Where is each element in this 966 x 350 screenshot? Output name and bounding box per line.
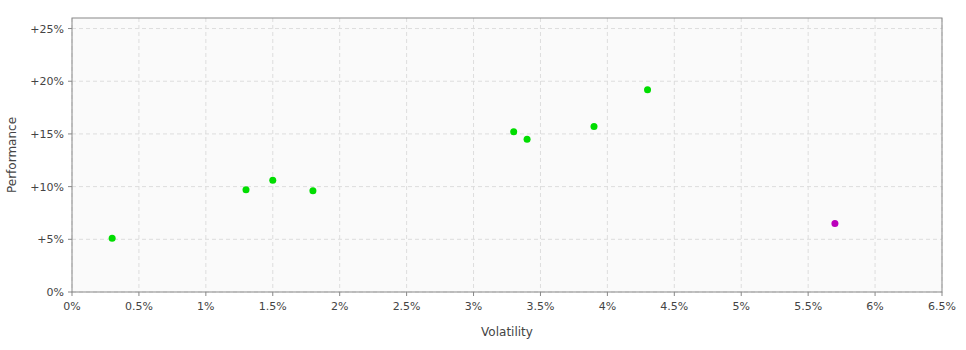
y-tick-label: +15% (30, 128, 64, 141)
grid (72, 18, 942, 292)
x-tick (875, 292, 876, 296)
point (269, 177, 276, 184)
y-axis-label: Performance (5, 117, 19, 193)
x-tick (205, 292, 206, 296)
y-grid-line (72, 133, 942, 134)
plot-area (72, 18, 942, 292)
point (309, 187, 316, 194)
y-tick-label: +25% (30, 23, 64, 36)
x-tick (406, 292, 407, 296)
y-tick-label: +20% (30, 75, 64, 88)
x-tick-label: 2.5% (393, 300, 421, 313)
x-grid-line (406, 18, 407, 292)
x-tick (741, 292, 742, 296)
y-tick (68, 133, 72, 134)
y-tick (68, 28, 72, 29)
y-tick (68, 239, 72, 240)
x-grid-line (138, 18, 139, 292)
x-tick (473, 292, 474, 296)
x-tick (674, 292, 675, 296)
x-grid-line (272, 18, 273, 292)
point (831, 220, 838, 227)
x-tick-label: 0% (63, 300, 80, 313)
point (109, 235, 116, 242)
x-tick (72, 292, 73, 296)
x-grid-line (473, 18, 474, 292)
x-grid-line (540, 18, 541, 292)
x-tick (272, 292, 273, 296)
x-tick-label: 1.5% (259, 300, 287, 313)
y-grid-line (72, 81, 942, 82)
x-tick-label: 5% (733, 300, 750, 313)
x-grid-line (741, 18, 742, 292)
x-tick-label: 5.5% (794, 300, 822, 313)
y-tick-label: +5% (37, 233, 64, 246)
x-grid-line (205, 18, 206, 292)
y-grid-line (72, 186, 942, 187)
point (644, 86, 651, 93)
point (510, 128, 517, 135)
x-tick (607, 292, 608, 296)
y-grid-line (72, 239, 942, 240)
plot-frame (72, 18, 942, 292)
chart: 0% 0.5% 1% 1.5% 2% 2.5% 3% 3.5% 4% 4.5% 5% 5.5% 6% 6.… (0, 0, 966, 350)
x-tick (138, 292, 139, 296)
x-tick-label: 2% (331, 300, 348, 313)
marks (109, 86, 839, 242)
x-tick-label: 4.5% (660, 300, 688, 313)
series (109, 86, 651, 242)
x-tick-label: 1% (197, 300, 214, 313)
x-axis-label: Volatility (481, 325, 533, 339)
x-grid-line (339, 18, 340, 292)
x-grid-line (808, 18, 809, 292)
x-tick (808, 292, 809, 296)
y-tick (68, 186, 72, 187)
x-tick-label: 3.5% (526, 300, 554, 313)
x-tick-label: 6.5% (928, 300, 956, 313)
x-tick-label: 6% (866, 300, 883, 313)
y-tick-label: +10% (30, 181, 64, 194)
x-tick (339, 292, 340, 296)
x-grid-line (674, 18, 675, 292)
x-tick (942, 292, 943, 296)
y-tick (68, 292, 72, 293)
point (524, 136, 531, 143)
y-grid-line (72, 28, 942, 29)
x-tick-label: 3% (465, 300, 482, 313)
series (831, 220, 838, 227)
x-tick-label: 0.5% (125, 300, 153, 313)
x-grid-line (607, 18, 608, 292)
y-tick (68, 81, 72, 82)
point (243, 186, 250, 193)
y-tick-label: 0% (47, 286, 64, 299)
x-tick (540, 292, 541, 296)
x-tick-label: 4% (599, 300, 616, 313)
x-grid-line (875, 18, 876, 292)
point (591, 123, 598, 130)
